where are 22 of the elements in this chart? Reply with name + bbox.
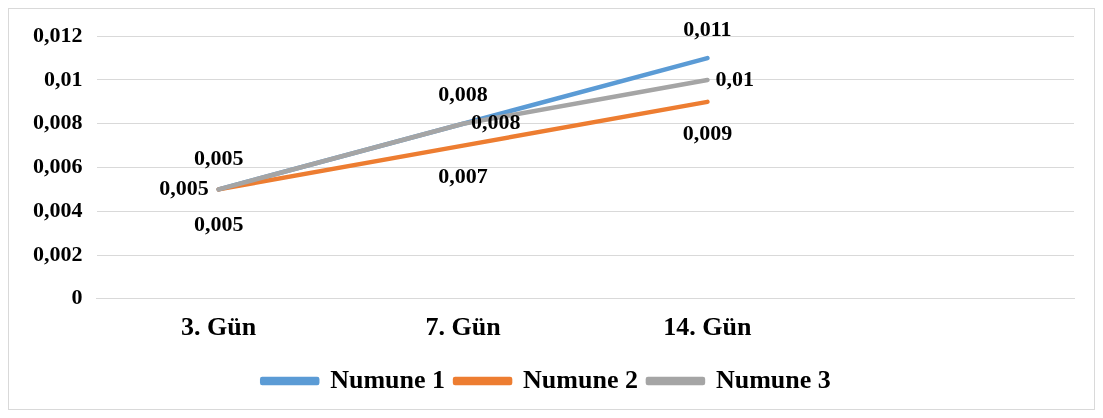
data-label: 0,005 bbox=[193, 145, 244, 171]
data-label: 0,008 bbox=[438, 81, 488, 107]
data-label: 0,007 bbox=[438, 163, 488, 189]
x-tick-label: 3. Gün bbox=[181, 312, 257, 342]
y-tick-label: 0,01 bbox=[44, 65, 83, 91]
data-label: 0,005 bbox=[193, 211, 244, 237]
data-label: 0,011 bbox=[683, 15, 732, 41]
y-tick-label: 0,006 bbox=[33, 153, 83, 179]
x-tick-label: 14. Gün bbox=[663, 312, 753, 342]
y-tick-label: 0,002 bbox=[33, 240, 83, 266]
legend-label: Numune 2 bbox=[523, 364, 638, 394]
x-tick-label: 7. Gün bbox=[425, 312, 502, 342]
data-label: 0,01 bbox=[715, 65, 754, 91]
legend-label: Numune 1 bbox=[330, 364, 446, 394]
legend-label: Numune 3 bbox=[715, 364, 831, 394]
y-tick-label: 0,008 bbox=[33, 109, 83, 135]
y-tick-label: 0 bbox=[71, 284, 83, 310]
y-tick-label: 0,004 bbox=[33, 196, 83, 222]
data-label: 0,005 bbox=[159, 175, 209, 201]
data-label: 0,009 bbox=[682, 119, 733, 145]
data-label: 0,008 bbox=[471, 109, 521, 135]
y-tick-label: 0,012 bbox=[33, 21, 83, 47]
